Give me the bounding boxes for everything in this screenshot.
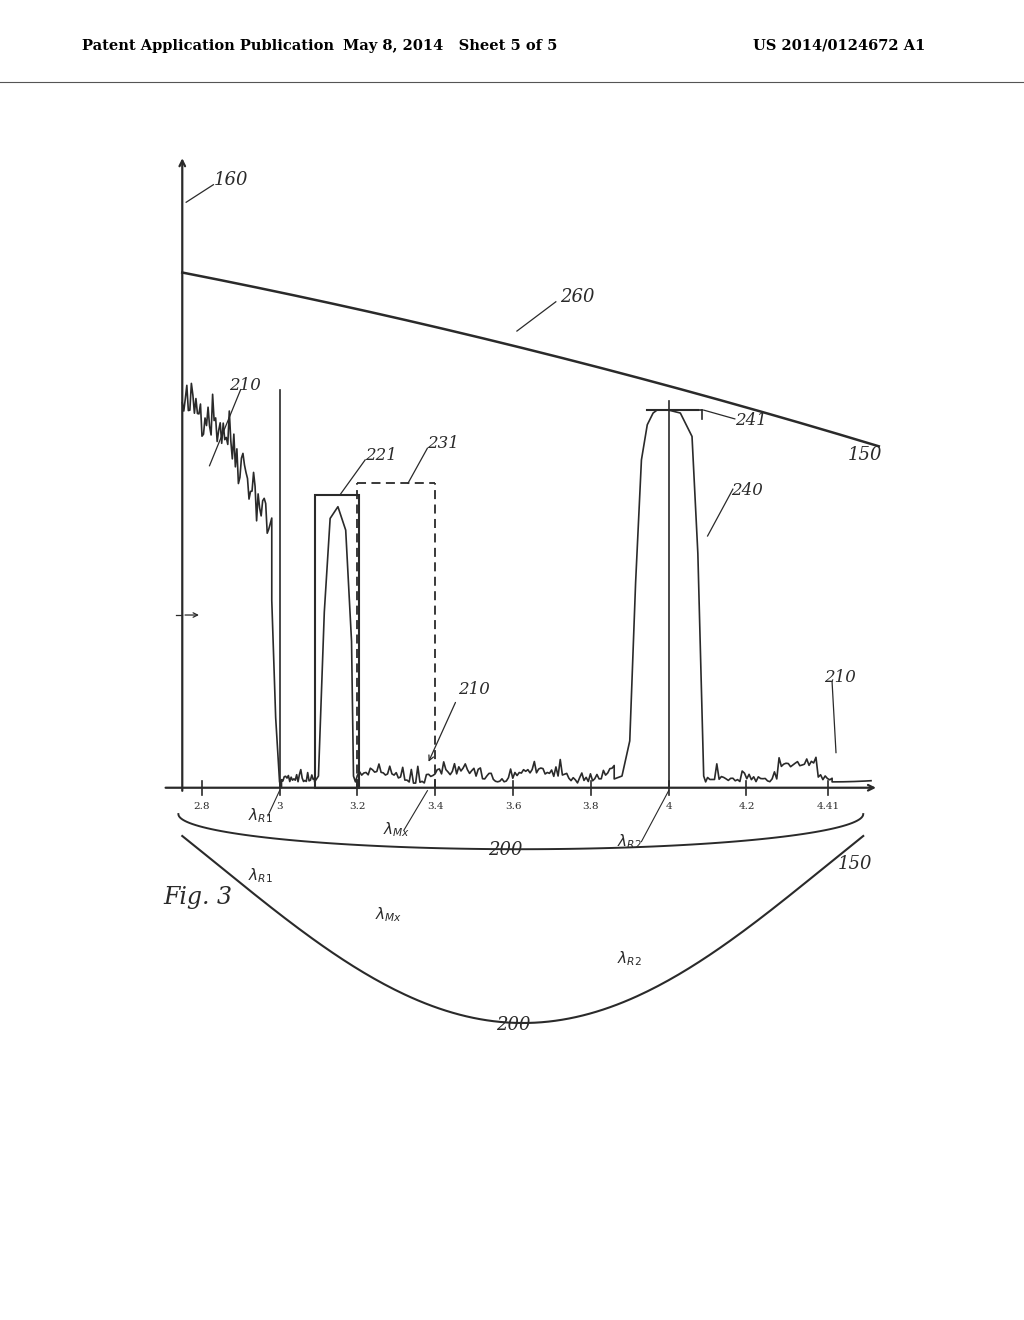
Text: $\lambda_{Mx}$: $\lambda_{Mx}$ (375, 906, 402, 924)
Text: 4: 4 (666, 803, 672, 812)
Text: 4.2: 4.2 (738, 803, 755, 812)
Text: 240: 240 (731, 482, 763, 499)
Text: $\lambda_{R1}$: $\lambda_{R1}$ (248, 807, 272, 825)
Text: US 2014/0124672 A1: US 2014/0124672 A1 (754, 38, 926, 53)
Text: 4.41: 4.41 (817, 803, 840, 812)
Text: Fig. 3: Fig. 3 (164, 886, 232, 909)
Text: 260: 260 (560, 288, 594, 306)
Text: $\lambda_{R2}$: $\lambda_{R2}$ (617, 949, 642, 969)
Text: 150: 150 (848, 446, 882, 463)
Text: $\lambda_{R1}$: $\lambda_{R1}$ (248, 866, 272, 884)
Text: 3.6: 3.6 (505, 803, 521, 812)
Text: $\lambda_{R2}$: $\lambda_{R2}$ (617, 833, 642, 851)
Text: 210: 210 (229, 376, 261, 393)
Text: Patent Application Publication: Patent Application Publication (82, 38, 334, 53)
Text: 200: 200 (496, 1015, 530, 1034)
Text: 221: 221 (366, 447, 397, 463)
Text: 210: 210 (824, 669, 856, 686)
Text: 231: 231 (427, 436, 460, 453)
Text: May 8, 2014   Sheet 5 of 5: May 8, 2014 Sheet 5 of 5 (343, 38, 558, 53)
Text: 2.8: 2.8 (194, 803, 210, 812)
Bar (314, 495, 359, 788)
Text: 3.4: 3.4 (427, 803, 443, 812)
Text: 3.2: 3.2 (349, 803, 366, 812)
Text: 3.8: 3.8 (583, 803, 599, 812)
Text: 160: 160 (213, 170, 248, 189)
Text: 241: 241 (735, 412, 767, 429)
Text: 150: 150 (839, 855, 872, 873)
Text: 3: 3 (276, 803, 283, 812)
Text: $\lambda_{Mx}$: $\lambda_{Mx}$ (383, 821, 410, 840)
Text: 200: 200 (488, 841, 522, 859)
Text: 210: 210 (459, 681, 490, 698)
